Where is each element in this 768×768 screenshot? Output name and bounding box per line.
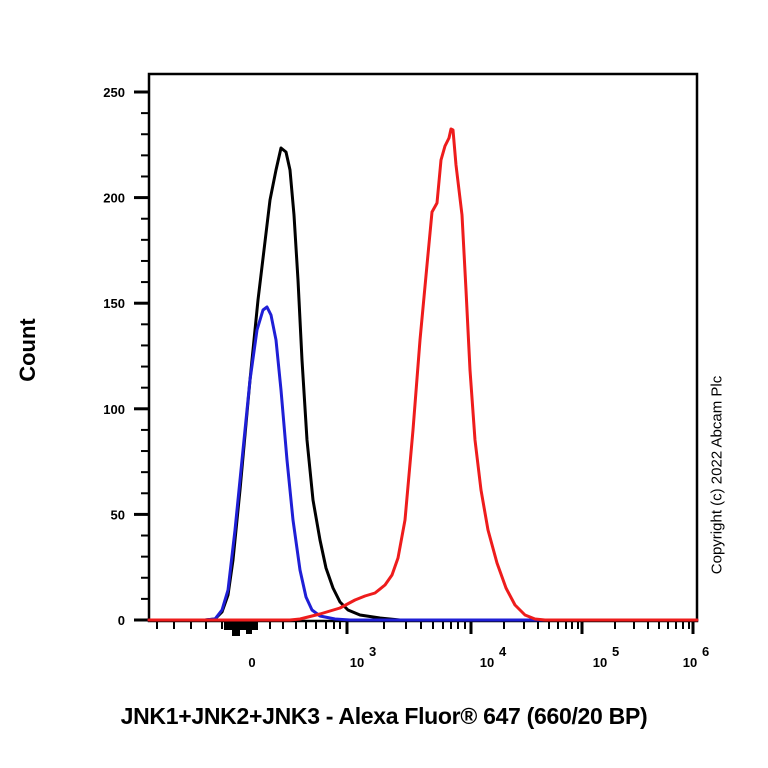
histogram-curve (147, 305, 699, 622)
copyright-text: Copyright (c) 2022 Abcam Plc (708, 375, 726, 575)
y-tick-label: 150 (103, 296, 125, 311)
x-tick-label: 10 (683, 655, 697, 670)
x-axis-tick-labels: 0 10 3 10 4 10 5 10 6 (248, 644, 709, 670)
x-axis-label: JNK1+JNK2+JNK3 - Alexa Fluor® 647 (660/2… (120, 703, 648, 729)
x-tick-label: 0 (248, 655, 255, 670)
y-tick-label: 100 (103, 402, 125, 417)
y-axis-label: Count (8, 300, 48, 400)
y-tick-label: 250 (103, 85, 125, 100)
x-tick-label: 10 (350, 655, 364, 670)
copyright-notice: Copyright (c) 2022 Abcam Plc (702, 320, 732, 630)
x-tick-exponent: 6 (702, 644, 709, 659)
x-tick-exponent: 3 (369, 644, 376, 659)
x-axis-ticks (156, 621, 695, 636)
x-tick-label: 10 (593, 655, 607, 670)
x-tick-exponent: 5 (612, 644, 619, 659)
plot-frame (147, 72, 699, 623)
y-tick-label: 0 (118, 613, 125, 628)
histogram-curve (147, 127, 699, 622)
y-axis-tick-labels: 0 50 100 150 200 250 (103, 85, 125, 628)
y-tick-label: 50 (111, 507, 125, 522)
x-tick-label: 10 (480, 655, 494, 670)
y-axis-label-text: Count (15, 318, 40, 382)
y-tick-label: 200 (103, 191, 125, 206)
x-tick-exponent: 4 (499, 644, 507, 659)
histogram-series (147, 127, 699, 622)
y-axis-ticks (134, 90, 149, 622)
